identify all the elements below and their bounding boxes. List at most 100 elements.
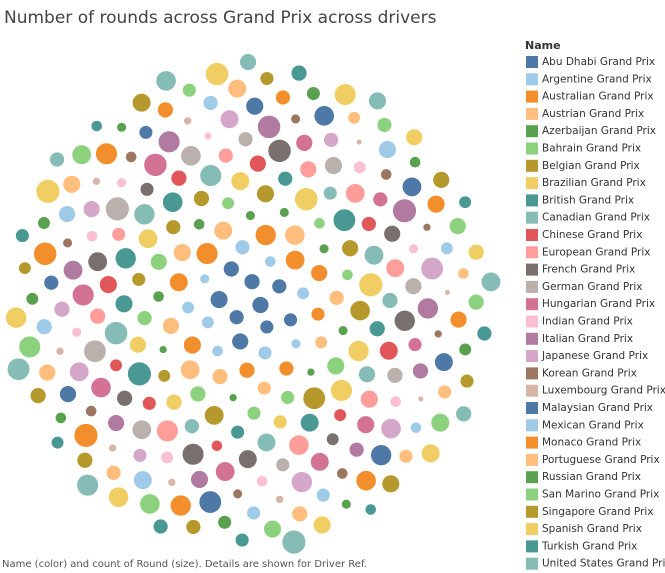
legend-swatch [526, 488, 538, 501]
bubble [35, 179, 61, 204]
legend-label: Malaysian Grand Prix [542, 402, 653, 414]
bubble [356, 139, 363, 146]
legend-label: French Grand Prix [542, 264, 635, 276]
legend-swatch [526, 453, 538, 466]
bubble [211, 368, 229, 385]
bubble [180, 359, 201, 380]
bubble [90, 377, 112, 398]
legend-label: Abu Dhabi Grand Prix [542, 56, 655, 68]
bubble [385, 258, 405, 278]
bubble [198, 490, 222, 514]
bubble [108, 486, 129, 508]
bubble [296, 286, 310, 300]
bubble [316, 487, 331, 503]
bubble [369, 320, 386, 337]
bubble [129, 336, 147, 354]
bubble [223, 260, 240, 278]
bubble [378, 140, 397, 159]
bubble [300, 413, 320, 433]
bubble [246, 406, 262, 421]
bubble [405, 128, 423, 147]
footer-note: Name (color) and count of Round (size). … [2, 559, 367, 570]
bubble [209, 290, 229, 309]
bubble [190, 470, 209, 489]
bubble [173, 243, 192, 262]
bubble [235, 532, 250, 548]
bubble [417, 297, 439, 320]
legend-swatch [526, 280, 538, 293]
bubble [51, 436, 65, 450]
bubble [398, 449, 414, 464]
bubble [455, 405, 472, 423]
bubble [165, 219, 182, 235]
bubble [408, 243, 419, 254]
bubble [401, 176, 422, 197]
bubble [35, 318, 53, 335]
bubble [358, 272, 383, 297]
bubble [306, 367, 316, 377]
bubble [180, 145, 202, 167]
bubble [232, 488, 243, 499]
bubble [107, 414, 125, 432]
legend-label: Chinese Grand Prix [542, 229, 642, 241]
bubble [204, 405, 225, 426]
bubble [370, 444, 392, 466]
bubble [361, 216, 377, 232]
legend-label: Belgian Grand Prix [542, 160, 640, 172]
bubble [193, 190, 210, 207]
bubble [114, 247, 137, 270]
legend-label: Russian Grand Prix [542, 471, 641, 483]
legend-label: United States Grand Prix [542, 558, 665, 570]
legend-swatch [526, 367, 538, 380]
bubble [243, 273, 261, 290]
bubble [158, 345, 168, 354]
bubble [285, 250, 306, 271]
bubble [109, 358, 123, 372]
legend-label: Italian Grand Prix [542, 333, 633, 345]
bubble [245, 97, 264, 116]
bubble [169, 494, 192, 517]
bubble [53, 300, 71, 318]
legend-swatch [526, 246, 538, 259]
bubble [273, 414, 288, 430]
bubble [332, 208, 356, 232]
bubble [131, 419, 152, 440]
bubble [82, 200, 101, 218]
bubble [71, 327, 82, 338]
legend-label: British Grand Prix [542, 194, 634, 206]
bubble [234, 239, 251, 255]
legend-label: Indian Grand Prix [542, 316, 633, 328]
bubble [72, 283, 95, 307]
bubble [54, 411, 67, 424]
bubble [318, 243, 330, 254]
legend-swatch [526, 298, 538, 311]
bubble [76, 452, 94, 469]
bubble [257, 345, 273, 361]
bubble [185, 519, 202, 535]
chart-title: Number of rounds across Grand Prix acros… [4, 8, 437, 28]
bubble [347, 340, 370, 362]
legend-label: Australian Grand Prix [542, 91, 654, 103]
bubble [219, 109, 240, 129]
bubble [290, 113, 301, 125]
bubble [238, 362, 256, 379]
legend-swatch [526, 419, 538, 432]
legend-swatch [526, 350, 538, 363]
bubble [155, 70, 177, 92]
bubble [358, 365, 376, 384]
legend-label: Bahrain Grand Prix [542, 143, 641, 155]
bubble [290, 338, 302, 349]
bubble [278, 360, 295, 377]
bubble [142, 396, 157, 411]
bubble [189, 385, 207, 403]
bubble [267, 138, 292, 163]
legend-swatch [526, 229, 538, 241]
bubble [108, 443, 117, 453]
bubble [341, 239, 359, 257]
bubble [95, 142, 118, 165]
bubble [323, 185, 338, 201]
bubble [18, 261, 32, 275]
bubble [376, 117, 393, 133]
bubble [257, 115, 281, 139]
bubble [125, 151, 138, 163]
